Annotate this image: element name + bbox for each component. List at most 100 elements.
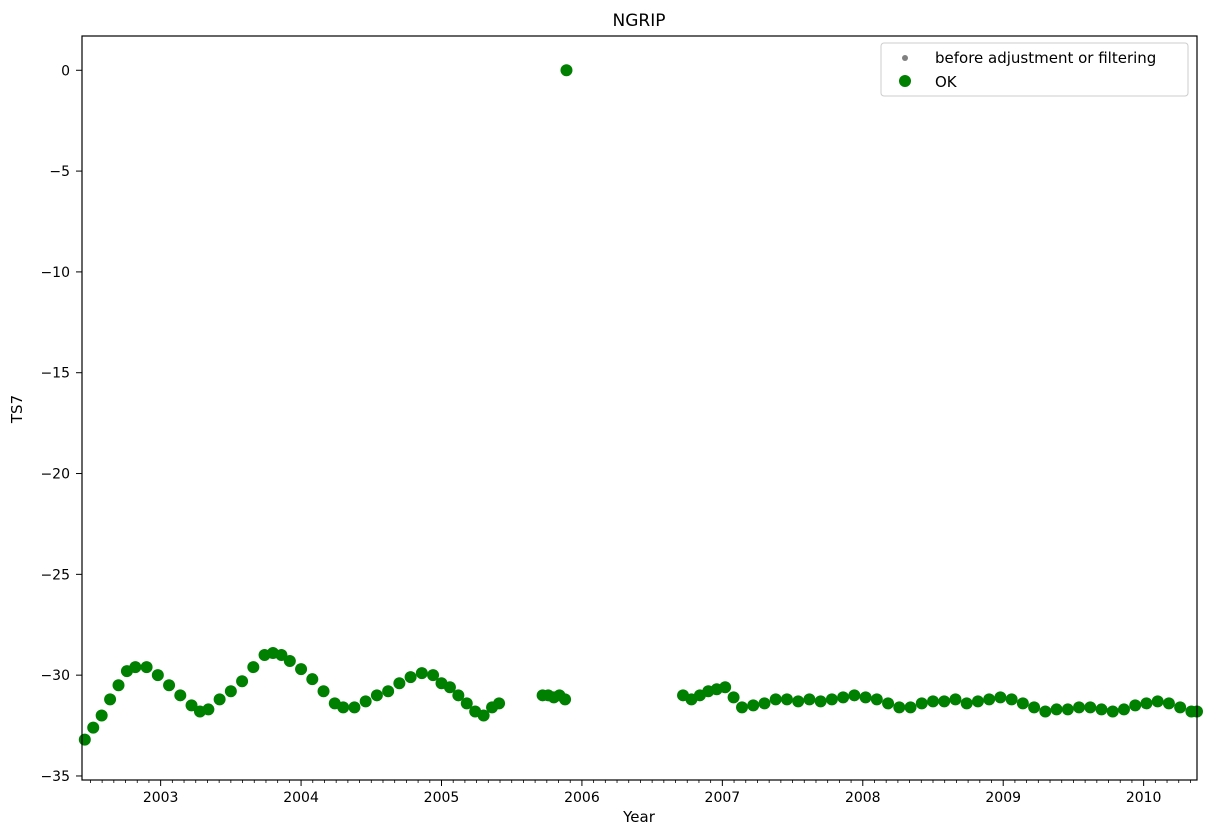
point-ok [1106,705,1119,718]
point-ok [1162,697,1175,710]
point-ok [393,677,406,690]
point-ok [427,669,440,682]
point-ok [1129,699,1142,712]
y-axis-label: TS7 [8,395,26,424]
point-ok [1140,697,1153,710]
point-ok [837,691,850,704]
point-ok [1073,701,1086,714]
point-ok [317,685,330,698]
point-ok [163,679,176,692]
point-ok [882,697,895,710]
point-ok [560,64,573,77]
legend-label-before-adjustment: before adjustment or filtering [935,49,1156,67]
legend-box [880,42,1189,97]
point-ok [1095,703,1108,716]
point-ok [174,689,187,702]
point-ok [1016,697,1029,710]
x-tick-label: 2008 [845,790,881,806]
point-ok [306,673,319,686]
point-ok [370,689,383,702]
point-ok [825,693,838,706]
chart-title: NGRIP [613,11,666,31]
y-tick-label: −5 [49,164,70,180]
y-tick-label: −35 [40,769,70,785]
point-ok [236,675,249,688]
x-tick-label: 2009 [985,790,1021,806]
x-tick-label: 2006 [564,790,600,806]
point-ok [151,669,164,682]
point-ok [275,648,288,661]
point-ok [382,685,395,698]
point-ok [971,695,984,708]
point-ok [95,709,108,722]
point-ok [224,685,237,698]
point-ok [859,691,872,704]
point-ok [112,679,125,692]
x-tick-label: 2007 [705,790,741,806]
point-ok [870,693,883,706]
point-ok [736,701,749,714]
point-ok [1050,703,1063,716]
point-ok [904,701,917,714]
y-tick-label: −20 [40,467,70,483]
point-ok [295,663,308,676]
y-tick-label: −15 [40,366,70,382]
point-ok [477,709,490,722]
point-ok [814,695,827,708]
point-ok [848,689,861,702]
data-points [78,64,1203,746]
x-tick-label: 2003 [143,790,179,806]
point-ok [404,671,417,684]
point-ok [460,697,473,710]
point-ok [1117,703,1130,716]
point-ok [443,681,456,694]
plot-frame [81,35,1198,781]
point-ok [1084,701,1097,714]
point-ok [559,693,572,706]
point-ok [960,697,973,710]
point-ok [727,691,740,704]
y-tick-label: −25 [40,567,70,583]
point-ok [283,655,296,668]
point-ok [780,693,793,706]
point-ok [337,701,350,714]
y-tick-label: −30 [40,668,70,684]
legend-marker-ok [899,75,911,87]
point-ok [1061,703,1074,716]
x-tick-label: 2005 [424,790,460,806]
point-ok [803,693,816,706]
point-ok [915,697,928,710]
point-ok [129,661,142,674]
point-ok [983,693,996,706]
point-ok [452,689,465,702]
y-tick-label: −10 [40,265,70,281]
point-ok [893,701,906,714]
point-ok [202,703,215,716]
legend: before adjustment or filtering OK [880,42,1189,97]
point-ok [1151,695,1164,708]
point-ok [949,693,962,706]
point-ok [348,701,361,714]
point-ok [1039,705,1052,718]
point-ok [926,695,939,708]
x-axis-label: Year [622,808,656,826]
point-ok [938,695,951,708]
legend-label-ok: OK [935,73,958,91]
point-ok [185,699,198,712]
legend-marker-before-adjustment [902,55,908,61]
point-ok [415,667,428,680]
point-ok [1005,693,1018,706]
x-tick-label: 2004 [283,790,319,806]
point-ok [78,733,91,746]
point-ok [140,661,153,674]
point-ok [747,699,760,712]
y-tick-label: 0 [61,63,70,79]
point-ok [87,721,100,734]
point-ok [792,695,805,708]
point-ok [1174,701,1187,714]
axis-ticks: 2003 2004 2005 2006 2007 2008 2009 2010 0 −5 −10 −1… [40,63,1191,806]
point-ok [1028,701,1041,714]
point-ok [104,693,117,706]
